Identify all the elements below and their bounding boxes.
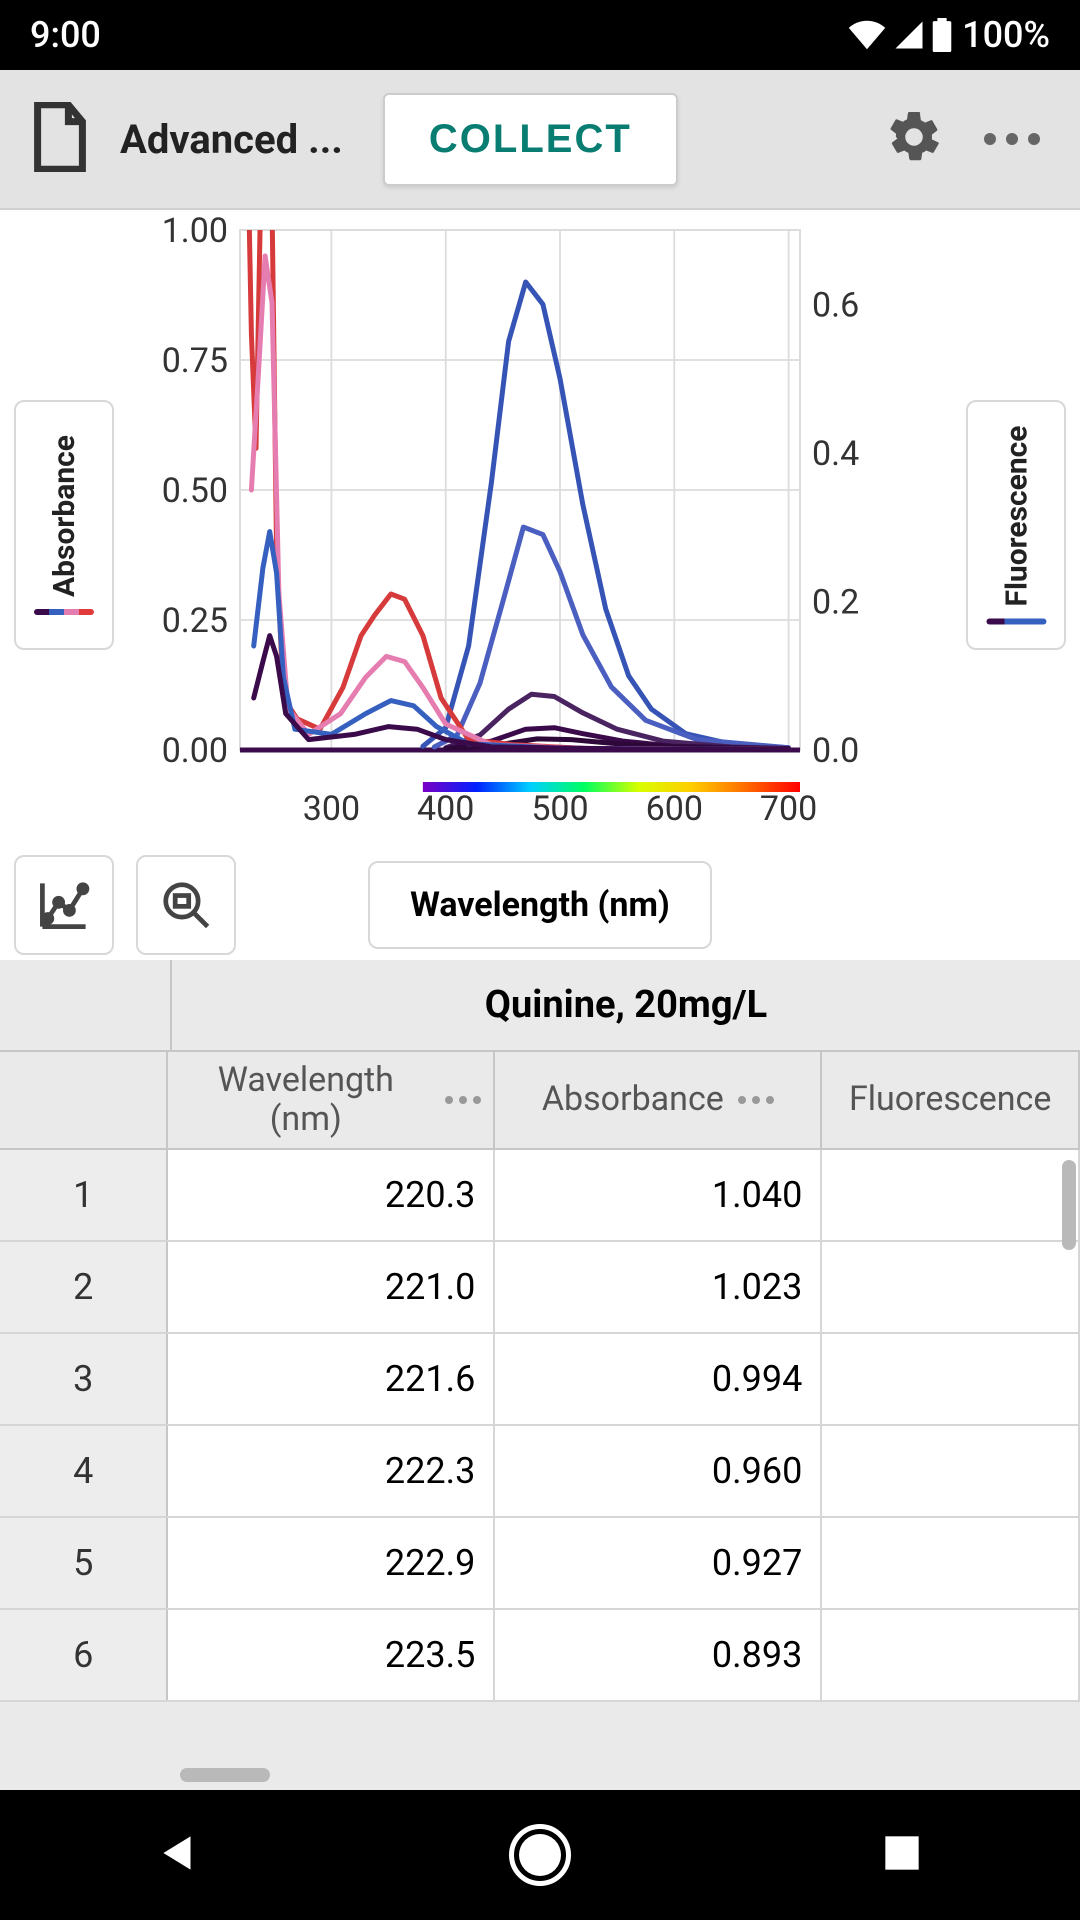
horizontal-scrollbar[interactable] [180,1768,270,1782]
graph-options-button[interactable] [14,855,114,955]
y-right-axis-button[interactable]: Fluorescence [966,400,1066,650]
cell-absorbance[interactable]: 1.023 [495,1242,822,1332]
cell-wavelength[interactable]: 222.3 [168,1426,495,1516]
status-bar: 9:00 100% [0,0,1080,70]
table-row[interactable]: 3221.60.994 [0,1334,1080,1426]
cell-wavelength[interactable]: 221.6 [168,1334,495,1424]
cell-wavelength[interactable]: 222.9 [168,1518,495,1608]
svg-text:0.25: 0.25 [162,601,228,641]
table-row[interactable]: 1220.31.040 [0,1150,1080,1242]
back-button[interactable] [153,1828,203,1882]
cell-fluorescence[interactable] [822,1150,1080,1240]
cell-signal-icon [894,20,924,50]
svg-text:0.0: 0.0 [812,731,859,771]
more-icon[interactable] [974,123,1050,155]
clock: 9:00 [30,14,101,56]
cell-absorbance[interactable]: 0.893 [495,1610,822,1700]
row-number: 3 [0,1334,168,1424]
recents-button[interactable] [877,1828,927,1882]
table-header: Wavelength (nm) Absorbance Fluorescence [0,1050,1080,1150]
page-title[interactable]: Advanced ... [120,116,343,163]
svg-text:1.00: 1.00 [162,211,228,251]
row-number: 6 [0,1610,168,1700]
cell-absorbance[interactable]: 0.960 [495,1426,822,1516]
vertical-scrollbar[interactable] [1062,1160,1076,1250]
cell-absorbance[interactable]: 0.994 [495,1334,822,1424]
column-header-wavelength[interactable]: Wavelength (nm) [168,1052,495,1148]
svg-text:300: 300 [303,789,360,829]
data-table: Quinine, 20mg/L Wavelength (nm) Absorban… [0,960,1080,1790]
fluorescence-legend-icon [986,618,1046,624]
home-button[interactable] [509,1824,571,1886]
cell-wavelength[interactable]: 221.0 [168,1242,495,1332]
svg-text:0.75: 0.75 [162,341,228,381]
table-row[interactable]: 6223.50.893 [0,1610,1080,1702]
zoom-out-button[interactable] [136,855,236,955]
table-row[interactable]: 2221.01.023 [0,1242,1080,1334]
svg-text:400: 400 [417,789,474,829]
spectra-chart[interactable]: 0.00 0.25 0.50 0.75 1.00 0.0 0.2 0.4 0.6 300 400 50… [150,210,870,830]
y-left-axis-button[interactable]: Absorbance [14,400,114,650]
svg-text:500: 500 [531,789,588,829]
table-row[interactable]: 4222.30.960 [0,1426,1080,1518]
cell-fluorescence[interactable] [822,1426,1080,1516]
svg-text:0.4: 0.4 [812,434,859,474]
cell-wavelength[interactable]: 220.3 [168,1150,495,1240]
absorbance-legend-icon [34,609,94,615]
cell-absorbance[interactable]: 1.040 [495,1150,822,1240]
wifi-icon [848,20,886,50]
svg-text:0.2: 0.2 [812,582,859,622]
column-menu-icon[interactable] [445,1096,481,1104]
collect-button[interactable]: COLLECT [383,93,678,186]
table-row[interactable]: 5222.90.927 [0,1518,1080,1610]
cell-absorbance[interactable]: 0.927 [495,1518,822,1608]
svg-text:700: 700 [760,789,817,829]
file-icon[interactable] [30,102,90,176]
row-number: 1 [0,1150,168,1240]
battery-percent: 100% [962,14,1050,56]
cell-fluorescence[interactable] [822,1242,1080,1332]
chart-area[interactable]: Absorbance Fluorescence 0.00 0.25 0.50 0.75… [0,210,1080,850]
column-menu-icon[interactable] [738,1096,774,1104]
cell-fluorescence[interactable] [822,1334,1080,1424]
column-header-absorbance[interactable]: Absorbance [495,1052,822,1148]
table-title[interactable]: Quinine, 20mg/L [170,960,1080,1050]
app-bar: Advanced ... COLLECT [0,70,1080,210]
row-number: 5 [0,1518,168,1608]
row-number: 4 [0,1426,168,1516]
svg-text:0.00: 0.00 [162,731,228,771]
svg-text:0.6: 0.6 [812,285,859,325]
svg-text:0.50: 0.50 [162,471,228,511]
battery-icon [932,18,952,52]
android-nav-bar [0,1790,1080,1920]
row-number: 2 [0,1242,168,1332]
y-left-label: Absorbance [47,435,82,597]
cell-fluorescence[interactable] [822,1518,1080,1608]
gear-icon[interactable] [884,107,944,171]
chart-toolbar: Wavelength (nm) [0,850,1080,960]
cell-fluorescence[interactable] [822,1610,1080,1700]
x-axis-label-button[interactable]: Wavelength (nm) [368,861,712,949]
column-header-fluorescence[interactable]: Fluorescence [822,1052,1080,1148]
cell-wavelength[interactable]: 223.5 [168,1610,495,1700]
svg-text:600: 600 [646,789,703,829]
y-right-label: Fluorescence [999,426,1034,607]
